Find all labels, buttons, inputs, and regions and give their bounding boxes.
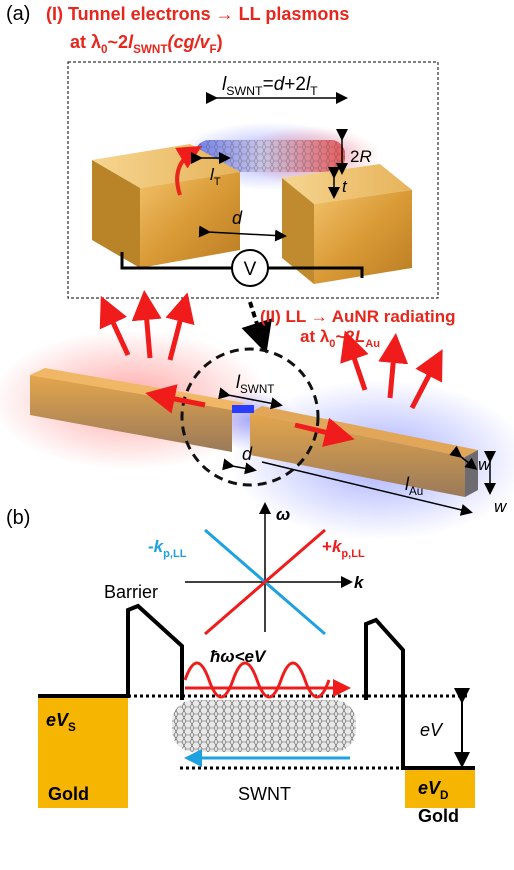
text-part: T [214, 176, 221, 188]
bias-label: eV [420, 720, 444, 740]
text-part: Au [409, 485, 423, 498]
material-label: SWNT [238, 784, 291, 804]
dimension-label: 2R [350, 147, 372, 166]
dimension-label: lSWNT=d+2lT [222, 74, 318, 98]
branch-label: -kp,LL [148, 537, 187, 560]
title-line: (I) Tunnel electrons → LL plasmons [46, 4, 349, 24]
material-label: Gold [48, 784, 89, 804]
text-part: ~2 [335, 327, 354, 346]
text-part: +2 [284, 74, 306, 95]
plasmon-wave [185, 663, 329, 697]
text-part: R [359, 147, 371, 166]
gold-block [140, 172, 240, 268]
title-line: (II) LL → AuNR radiating [260, 307, 456, 326]
text-part: SWNT [133, 43, 168, 56]
text-part: F [210, 43, 217, 56]
text-part: SWNT [226, 84, 263, 98]
title-line: at λ0~2lSWNT(cg/vF) [70, 32, 223, 56]
panel-label: (a) [6, 3, 30, 25]
barrier-label: Barrier [104, 582, 158, 602]
condition-label: ħω<eV [210, 647, 267, 666]
axis-label: ω [276, 505, 290, 524]
branch-label: +kp,LL [322, 537, 365, 560]
material-label: Gold [418, 806, 459, 826]
text-part: p,LL [341, 548, 365, 560]
title-line: at λ0~2LAu [300, 327, 380, 350]
dimension-label: d [242, 444, 253, 464]
axis-label: k [354, 573, 365, 592]
dimension-label: d [232, 208, 243, 228]
text-part: eV [46, 710, 70, 730]
text-part: at λ [300, 327, 330, 346]
text-part: at λ [70, 32, 101, 52]
nanotube-lattice [172, 700, 356, 752]
text-part: SWNT [240, 383, 274, 396]
text-part: Au [365, 338, 380, 350]
text-part: 2 [350, 147, 359, 166]
text-part: D [440, 789, 448, 802]
nanotube [232, 405, 254, 413]
text-part: = [263, 74, 274, 95]
barrier [38, 606, 182, 700]
figure: (a) (I) Tunnel electrons → LL plasmons a… [0, 0, 514, 870]
text-part: p,LL [163, 548, 187, 560]
text-part: ) [217, 32, 223, 52]
panel-label: (b) [6, 507, 30, 529]
text-part: L [355, 327, 365, 346]
barrier [366, 620, 475, 768]
text-part: ~2 [108, 32, 129, 52]
text-part: T [310, 84, 318, 98]
dimension-label: w [494, 497, 508, 516]
text-part: + [322, 537, 332, 556]
voltmeter-label: V [244, 259, 257, 280]
nanorod [465, 450, 478, 497]
text-part: eV [418, 778, 442, 798]
text-part: (cg/v [168, 32, 211, 52]
text-part: S [68, 721, 76, 734]
